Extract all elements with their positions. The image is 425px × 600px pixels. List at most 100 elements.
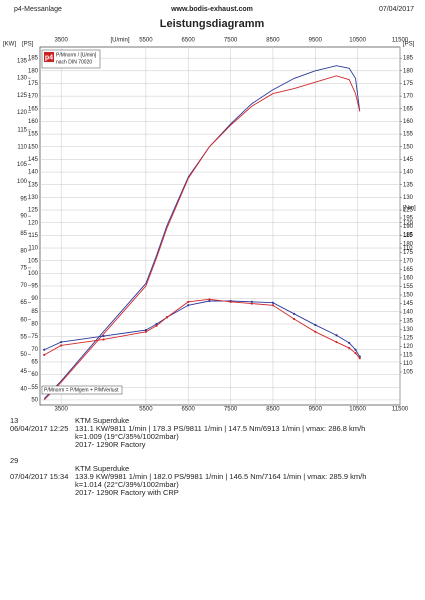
run-model: KTM Superduke (75, 416, 129, 425)
y-right-tick-label: 125 (403, 208, 414, 214)
data-point (144, 330, 147, 333)
kw-tick-label: 105 (17, 162, 28, 168)
y2-tick-label: 130 (403, 327, 414, 333)
data-point (155, 322, 158, 326)
y2-tick-label: 180 (403, 241, 414, 247)
run-datetime: 07/04/2017 15:34 (10, 472, 68, 481)
legend-box (41, 49, 101, 69)
y2-tick-label: 160 (403, 275, 414, 281)
kw-tick-label: 50 (20, 352, 27, 358)
y-right-tick-label: 150 (403, 144, 414, 150)
run-k: k=1.009 (19°C/35%/1002mbar) (75, 432, 179, 441)
x-tick-label: 7500 (224, 38, 238, 44)
y-right-tick-label: 155 (403, 132, 414, 138)
y-tick-label: 185 (28, 56, 39, 62)
y-right-tick-label: 120 (403, 220, 414, 226)
y-right-axis-label: [PS] (403, 42, 415, 48)
y-tick-label: 105 (28, 258, 39, 264)
x-tick-label: 9500 (309, 407, 323, 413)
y2-tick-label: 140 (403, 310, 414, 316)
kw-tick-label: 40 (20, 386, 27, 392)
y2-tick-label: 155 (403, 284, 414, 290)
logo-bg (44, 52, 54, 62)
x-tick-label: 5500 (139, 407, 153, 413)
data-point (335, 334, 338, 337)
y2-tick-label: 185 (403, 233, 414, 239)
y-right-tick-label: 185 (403, 56, 414, 62)
kw-tick-label: 120 (17, 110, 28, 116)
y-tick-label: 95 (31, 284, 38, 290)
y-tick-label: 130 (28, 195, 39, 201)
data-point (43, 353, 46, 356)
data-point (314, 330, 317, 333)
x-tick-label: 6500 (182, 38, 196, 44)
y2-tick-label: 135 (403, 318, 414, 324)
run-k: k=1.014 (22°C/39%/1002mbar) (75, 480, 179, 489)
kw-tick-label: 65 (20, 300, 27, 306)
header-center: www.bodis-exhaust.com (170, 6, 253, 13)
data-point (348, 346, 351, 350)
run-id: 29 (10, 456, 18, 465)
x-tick-label: 9500 (309, 38, 323, 44)
data-point (102, 338, 105, 341)
y-tick-label: 65 (31, 360, 38, 366)
kw-tick-label: 90 (20, 214, 27, 220)
x-tick-label: 7500 (224, 407, 238, 413)
y2-tick-label: 190 (403, 224, 414, 230)
y-tick-label: 115 (28, 233, 38, 239)
y2-tick-label: 195 (403, 216, 414, 222)
y-right-tick-label: 180 (403, 68, 414, 74)
run-model: KTM Superduke (75, 464, 129, 473)
plot: 3500 3500 5500 5500 6500 6500 7500 7500 8500 8500… (17, 38, 414, 413)
data-point (314, 323, 317, 327)
kw-tick-label: 85 (20, 231, 27, 237)
header-left: p4-Messanlage (14, 6, 62, 13)
y-tick-label: 145 (28, 157, 39, 163)
kw-tick-label: 45 (20, 369, 27, 375)
y2-tick-label: 150 (403, 293, 414, 299)
run-datetime: 06/04/2017 12:25 (10, 424, 68, 433)
y-tick-label: 100 (28, 271, 39, 277)
data-point (43, 348, 46, 351)
x-tick-label: 8500 (266, 38, 280, 44)
data-point (155, 324, 158, 327)
y-right-tick-label: 165 (403, 106, 414, 112)
x-axis-label: [U/min] (110, 38, 129, 44)
run-note: 2017- 1290R Factory with CRP (75, 488, 179, 497)
y-tick-label: 155 (28, 132, 39, 138)
y2-tick-label: 165 (403, 267, 414, 273)
y-tick-label: 85 (31, 309, 38, 315)
y-right-tick-label: 110 (403, 246, 413, 252)
y2-tick-label: 110 (403, 361, 413, 367)
kw-tick-label: 100 (17, 179, 28, 185)
x-tick-label: 10500 (349, 38, 366, 44)
y-right-tick-label: 130 (403, 195, 414, 201)
y-right-tick-label: 145 (403, 157, 414, 163)
data-point (187, 300, 190, 303)
y-tick-label: 110 (28, 246, 38, 252)
kw-tick-label: 115 (17, 127, 27, 133)
logo: p4 (45, 54, 53, 61)
formula: P/Mnorm = P/Mgem + P/MVerlust (44, 387, 119, 393)
header-right: 07/04/2017 (379, 6, 414, 13)
kw-tick-label: 95 (20, 196, 27, 202)
kw-tick-label: 125 (17, 93, 28, 99)
data-point (293, 317, 296, 321)
x-tick-label: 3500 (54, 38, 68, 44)
data-point (102, 334, 105, 338)
kw-tick-label: 60 (20, 317, 27, 323)
y-tick-label: 165 (28, 106, 39, 112)
run: 13 KTM Superduke 06/04/2017 12:25 131.1 … (10, 416, 365, 449)
kw-tick-label: 55 (20, 335, 27, 341)
data-point (250, 300, 253, 303)
run-stats: 133.9 KW/9981 1/min | 182.0 PS/9981 1/mi… (75, 472, 366, 481)
run-stats: 131.1 KW/9811 1/min | 178.3 PS/9811 1/mi… (75, 424, 365, 433)
run: 29 KTM Superduke 07/04/2017 15:34 133.9 … (10, 456, 366, 497)
y2-tick-label: 170 (403, 258, 414, 264)
x-tick-label: 11500 (392, 407, 409, 413)
data-point (229, 300, 232, 303)
y2-tick-label: 125 (403, 335, 414, 341)
x-tick-label: 8500 (266, 407, 280, 413)
kw-axis-label: [KW] (3, 42, 16, 48)
x-tick-label: 6500 (182, 407, 196, 413)
